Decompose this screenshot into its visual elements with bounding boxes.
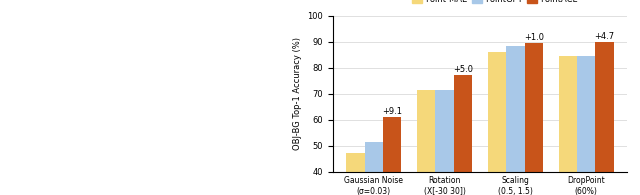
Bar — [595, 42, 614, 195]
Y-axis label: OBJ-BG Top-1 Accuracy (%): OBJ-BG Top-1 Accuracy (%) — [292, 37, 302, 150]
Bar — [577, 56, 595, 195]
Bar — [365, 142, 383, 195]
Bar — [346, 153, 365, 195]
Text: +9.1: +9.1 — [382, 107, 402, 116]
Bar — [417, 90, 435, 195]
Bar — [559, 56, 577, 195]
Legend: Point-MAE, PointGPT, PointACL: Point-MAE, PointGPT, PointACL — [409, 0, 580, 7]
Text: +1.0: +1.0 — [524, 33, 544, 42]
Text: +5.0: +5.0 — [453, 65, 473, 74]
Bar — [488, 52, 506, 195]
Bar — [454, 75, 472, 195]
Bar — [435, 90, 454, 195]
Bar — [506, 45, 525, 195]
Bar — [383, 117, 401, 195]
Bar — [525, 43, 543, 195]
Text: +4.7: +4.7 — [595, 32, 614, 41]
